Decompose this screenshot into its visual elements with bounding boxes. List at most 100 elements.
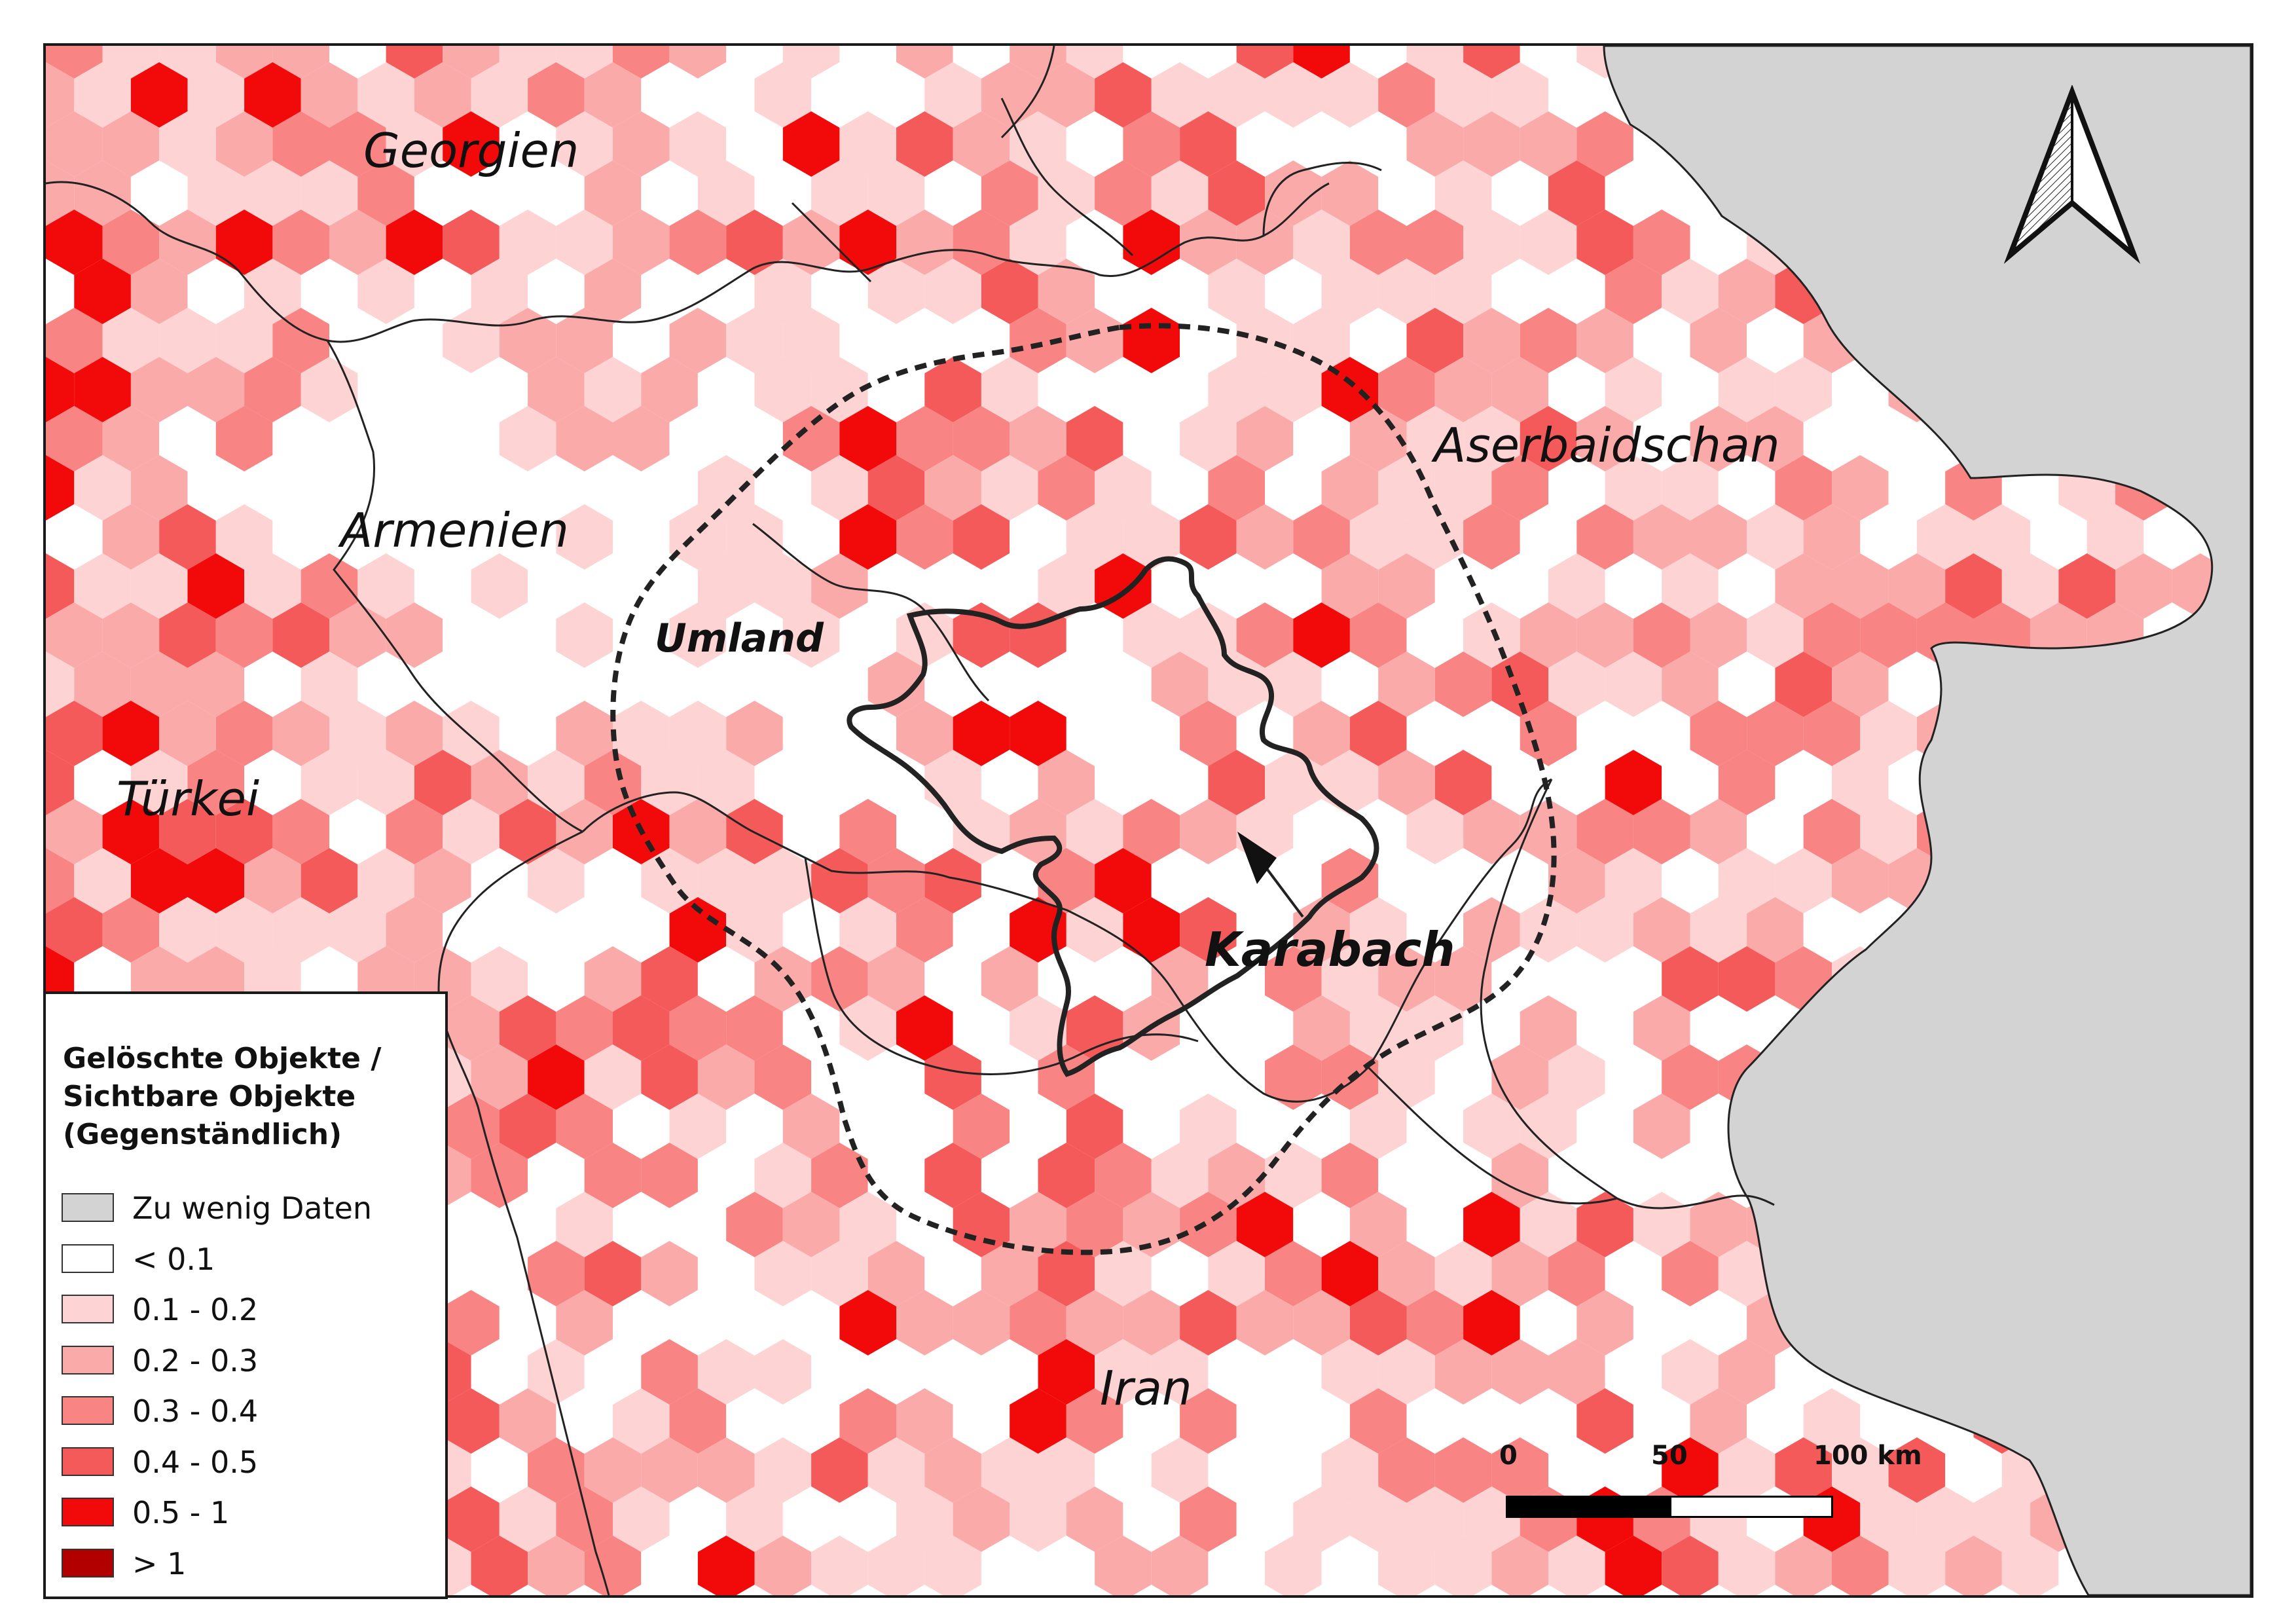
hex-cell	[1434, 750, 1492, 815]
hex-cell	[584, 848, 642, 913]
hex-cell	[896, 995, 953, 1061]
hex-cell	[924, 946, 981, 1012]
hex-cell	[896, 1290, 953, 1356]
hex-cell	[1916, 504, 1974, 570]
hex-cell	[754, 1536, 812, 1595]
hex-cell	[386, 897, 443, 963]
hex-cell	[613, 46, 670, 79]
hex-cell	[1690, 504, 1747, 570]
hex-cell	[1718, 455, 1776, 521]
hex-cell	[1378, 1241, 1435, 1306]
hex-cell	[1095, 1536, 1152, 1595]
hex-cell	[697, 1536, 755, 1595]
hex-cell	[1633, 1290, 1690, 1356]
hex-cell	[811, 1241, 868, 1306]
hex-cell	[1463, 1094, 1520, 1159]
hex-cell	[1775, 1437, 1832, 1503]
hex-cell	[754, 1143, 812, 1208]
hex-cell	[1038, 259, 1095, 324]
hex-cell	[528, 62, 585, 128]
hex-cell	[102, 701, 160, 766]
hex-cell	[1038, 1143, 1095, 1208]
hex-cell	[896, 1388, 953, 1454]
hex-cell	[1520, 1388, 1577, 1454]
hex-cell	[1095, 1044, 1152, 1110]
hex-cell	[1066, 504, 1123, 570]
hex-cell	[1520, 1290, 1577, 1356]
hex-cell	[1747, 897, 1804, 963]
hex-cell	[641, 1437, 698, 1503]
hex-cell	[159, 897, 216, 963]
hex-cell	[499, 504, 556, 570]
hex-cell	[1548, 652, 1605, 717]
hex-cell	[1038, 160, 1095, 226]
hex-cell	[697, 160, 755, 226]
hex-cell	[1548, 1437, 1605, 1503]
hex-cell	[1832, 1437, 1889, 1503]
hex-cell	[1548, 750, 1605, 815]
hex-cell	[1576, 504, 1633, 570]
hex-cell	[471, 455, 528, 521]
legend-title-line-3: (Gegenständlich)	[63, 1118, 342, 1151]
hex-cell	[1662, 1339, 1719, 1405]
hex-cell	[1349, 1192, 1407, 1257]
hex-cell	[1605, 1339, 1662, 1405]
hex-cell	[1832, 750, 1889, 815]
hex-cell	[1718, 1536, 1776, 1595]
hex-cell	[215, 504, 273, 570]
hex-cell	[499, 1486, 556, 1552]
hex-cell	[1832, 652, 1889, 717]
hex-cell	[953, 897, 1010, 963]
hex-cell	[1803, 897, 1861, 963]
hex-cell	[1095, 848, 1152, 913]
hex-cell	[669, 1290, 727, 1356]
hex-cell	[981, 455, 1038, 521]
hex-cell	[1576, 701, 1633, 766]
hex-cell	[981, 1536, 1038, 1595]
hex-cell	[1916, 1486, 1974, 1552]
hex-cell	[1208, 259, 1265, 324]
hex-cell	[1520, 308, 1577, 373]
hex-cell	[1860, 701, 1917, 766]
hex-cell	[1208, 62, 1265, 128]
hex-cell	[46, 652, 75, 717]
hex-cell	[1775, 455, 1832, 521]
hex-cell	[556, 46, 613, 79]
hex-cell	[1860, 1486, 1917, 1552]
hex-cell	[1576, 897, 1633, 963]
hex-cell	[1321, 455, 1379, 521]
hex-cell	[1548, 259, 1605, 324]
hex-cell	[1576, 308, 1633, 373]
hex-cell	[1208, 455, 1265, 521]
hex-cell	[1434, 848, 1492, 913]
hex-cell	[584, 1044, 642, 1110]
hex-cell	[669, 308, 727, 373]
hex-cell	[754, 848, 812, 913]
hex-cell	[1293, 210, 1350, 275]
hex-cell	[1038, 1437, 1095, 1503]
hex-cell	[443, 1094, 500, 1159]
hex-cell	[329, 210, 386, 275]
hex-cell	[754, 455, 812, 521]
label-iran: Iran	[1100, 1361, 1192, 1416]
hex-cell	[641, 62, 698, 128]
hex-cell	[1180, 1388, 1237, 1454]
hex-cell	[1491, 259, 1548, 324]
hex-cell	[1095, 160, 1152, 226]
hex-cell	[1406, 1290, 1464, 1356]
hex-cell	[272, 799, 329, 864]
hex-cell	[839, 210, 896, 275]
hex-cell	[1463, 111, 1520, 177]
karabach-boundary	[847, 556, 1379, 1077]
hex-cell	[130, 62, 188, 128]
hex-cell	[74, 455, 131, 521]
hex-cell	[924, 160, 981, 226]
hex-cell	[1406, 504, 1464, 570]
hex-cell	[981, 357, 1038, 422]
hex-cell	[726, 308, 783, 373]
legend-label: > 1	[132, 1545, 187, 1581]
hex-cell	[1747, 406, 1804, 471]
hex-cell	[1491, 1437, 1548, 1503]
hex-cell	[1434, 160, 1492, 226]
hex-cell	[782, 210, 840, 275]
